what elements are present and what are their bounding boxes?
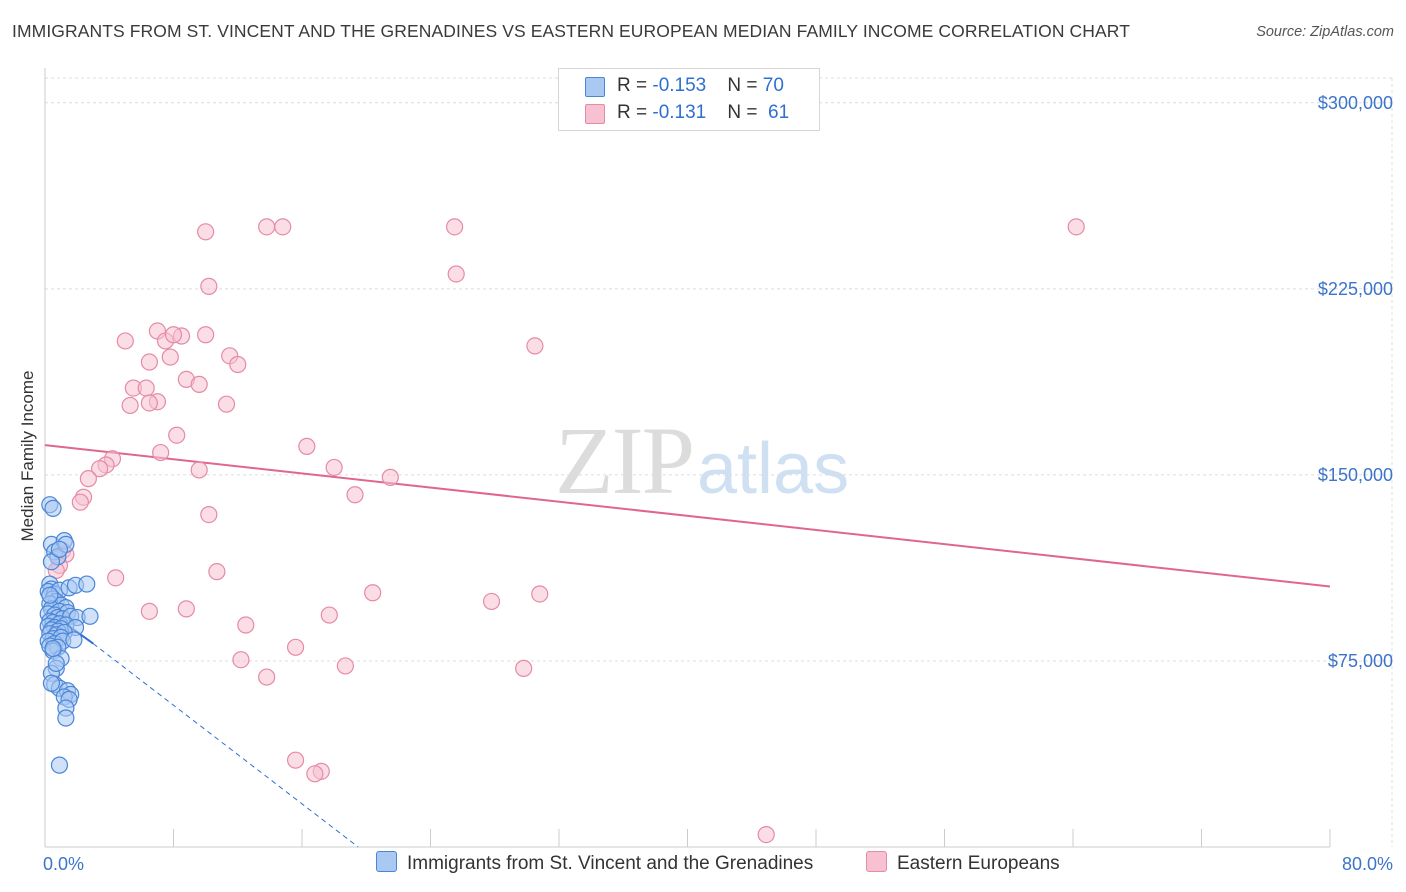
point-eastern (298, 437, 316, 455)
point-eastern (258, 218, 276, 236)
point-eastern (91, 460, 109, 478)
point-eastern (152, 443, 170, 462)
series-swatch-blue (376, 851, 397, 872)
legend-r-value: -0.131 (652, 102, 707, 123)
legend-n-value: 70 (762, 75, 784, 96)
trend-line-eastern (44, 444, 1331, 588)
point-eastern (190, 461, 208, 479)
point-immigrants (57, 709, 75, 727)
point-eastern (364, 584, 382, 602)
point-eastern (1067, 218, 1085, 236)
point-immigrants (81, 607, 99, 625)
point-eastern (757, 825, 775, 844)
point-eastern (286, 751, 305, 769)
legend-text-eastern: R = -0.131 N = 61 (617, 102, 789, 124)
legend-n-label: N = (727, 75, 763, 96)
point-eastern (161, 348, 179, 366)
point-immigrants (65, 631, 83, 649)
point-eastern (232, 651, 250, 669)
point-eastern (79, 470, 97, 488)
series-legend-immigrants: Immigrants from St. Vincent and the Gren… (376, 851, 813, 875)
point-eastern (306, 765, 324, 783)
point-eastern (526, 337, 544, 355)
point-eastern (200, 277, 218, 295)
point-eastern (447, 265, 465, 283)
legend-n-value: 61 (768, 102, 790, 123)
point-eastern (107, 569, 125, 587)
correlation-legend: R = -0.153 N = 70 R = -0.131 N = 61 (558, 68, 820, 131)
point-eastern (229, 355, 247, 374)
point-eastern (71, 493, 89, 511)
point-eastern (140, 394, 159, 412)
point-eastern (200, 505, 218, 524)
y-tick-label: $150,000 (1318, 465, 1393, 485)
source-credit: Source: ZipAtlas.com (1256, 24, 1394, 40)
axes (44, 68, 1331, 848)
point-eastern (197, 223, 215, 241)
point-eastern (121, 396, 139, 415)
point-eastern (164, 326, 183, 344)
y-tick-label: $75,000 (1328, 651, 1393, 671)
point-immigrants (47, 654, 65, 673)
point-eastern (140, 353, 159, 371)
axis-labels: $75,000 $150,000 $225,000 $300,000 0.0% 80.0%… (18, 93, 1393, 874)
point-immigrants (42, 674, 61, 692)
point-eastern (168, 426, 186, 444)
point-eastern (381, 468, 399, 486)
point-eastern (190, 375, 208, 393)
watermark: ZIPatlas (555, 405, 849, 516)
grid-lines (45, 77, 1393, 847)
data-points (39, 218, 1085, 844)
legend-swatch-pink (585, 104, 605, 124)
point-eastern (274, 218, 292, 236)
legend-text-immigrants: R = -0.153 N = 70 (617, 75, 784, 97)
series-label-immigrants: Immigrants from St. Vincent and the Gren… (407, 853, 814, 874)
point-eastern (531, 585, 549, 603)
point-eastern (197, 326, 215, 344)
point-immigrants (41, 586, 59, 604)
series-legend-eastern: Eastern Europeans (866, 851, 1060, 875)
point-eastern (325, 458, 343, 477)
legend-r-label: R = (617, 75, 653, 96)
point-immigrants (44, 499, 62, 517)
point-eastern (208, 563, 226, 581)
trend-lines (44, 444, 1331, 848)
point-eastern (482, 592, 501, 611)
x-tick-label-max: 80.0% (1342, 854, 1393, 874)
point-immigrants (44, 639, 62, 658)
legend-swatch-blue (585, 77, 605, 97)
watermark-atlas: atlas (697, 429, 850, 509)
point-eastern (140, 602, 159, 620)
point-eastern (177, 600, 195, 618)
watermark-zip: ZIP (555, 407, 695, 514)
point-eastern (346, 486, 364, 504)
point-eastern (237, 616, 255, 634)
point-eastern (336, 657, 354, 675)
series-label-eastern: Eastern Europeans (897, 853, 1060, 874)
x-tick-label-min: 0.0% (43, 854, 84, 874)
y-axis-label: Median Family Income (18, 370, 37, 541)
point-eastern (116, 332, 134, 350)
y-tick-label: $225,000 (1318, 279, 1393, 299)
point-immigrants (78, 575, 96, 593)
legend-n-label: N = (727, 102, 763, 123)
trend-line-immigrants-extrapolated (92, 643, 359, 848)
point-eastern (137, 379, 155, 397)
point-immigrants (42, 553, 61, 571)
point-immigrants (50, 756, 69, 774)
point-eastern (258, 668, 276, 686)
point-eastern (445, 218, 464, 236)
legend-r-label: R = (617, 102, 653, 123)
point-eastern (320, 606, 338, 624)
point-eastern (515, 659, 533, 677)
point-immigrants (50, 540, 69, 558)
chart-title: IMMIGRANTS FROM ST. VINCENT AND THE GREN… (12, 21, 1131, 41)
point-eastern (286, 638, 305, 656)
y-tick-label: $300,000 (1318, 93, 1393, 113)
legend-r-value: -0.153 (652, 75, 707, 96)
point-eastern (217, 395, 236, 413)
series-swatch-pink (866, 851, 887, 872)
